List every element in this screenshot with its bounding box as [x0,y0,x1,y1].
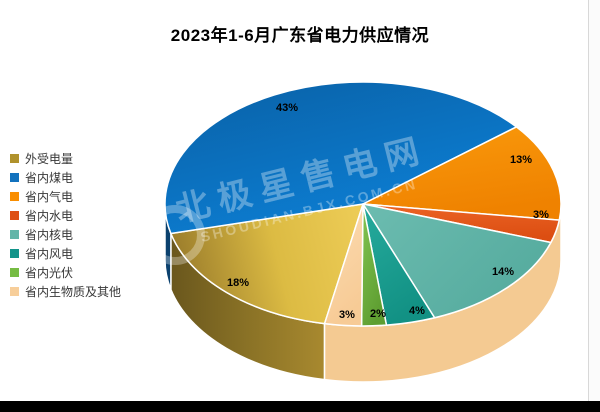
legend-item-5: 省内风电 [10,244,121,263]
legend-swatch [10,211,19,220]
legend-item-0: 外受电量 [10,149,121,168]
legend-item-2: 省内气电 [10,187,121,206]
bottom-black-bar [0,401,600,412]
legend-label: 省内核电 [25,228,74,242]
legend-swatch [10,154,19,163]
legend-label: 省内水电 [25,209,74,223]
pie-slice-2 [362,126,562,221]
chart-legend: 外受电量省内煤电省内气电省内水电省内核电省内风电省内光伏省内生物质及其他 [10,149,121,301]
legend-label: 省内气电 [25,190,74,204]
page-edge-strip [588,0,600,401]
pie-slice-0 [170,203,364,325]
pie-slice-1 [164,81,518,235]
legend-swatch [10,268,19,277]
legend-swatch [10,287,19,296]
pie-slice-4 [362,203,552,319]
legend-label: 省内光伏 [25,266,74,280]
legend-item-4: 省内核电 [10,225,121,244]
legend-item-6: 省内光伏 [10,263,121,282]
legend-label: 省内风电 [25,247,74,261]
legend-item-7: 省内生物质及其他 [10,282,121,301]
legend-item-3: 省内水电 [10,206,121,225]
legend-swatch [10,192,19,201]
pie-slice-7 [323,203,364,327]
legend-swatch [10,173,19,182]
legend-swatch [10,249,19,258]
legend-label: 省内煤电 [25,171,74,185]
legend-label: 外受电量 [25,152,74,166]
legend-swatch [10,230,19,239]
legend-item-1: 省内煤电 [10,168,121,187]
chart-title: 2023年1-6月广东省电力供应情况 [170,26,430,45]
pie-top-faces [164,81,562,327]
legend-label: 省内生物质及其他 [25,285,122,299]
